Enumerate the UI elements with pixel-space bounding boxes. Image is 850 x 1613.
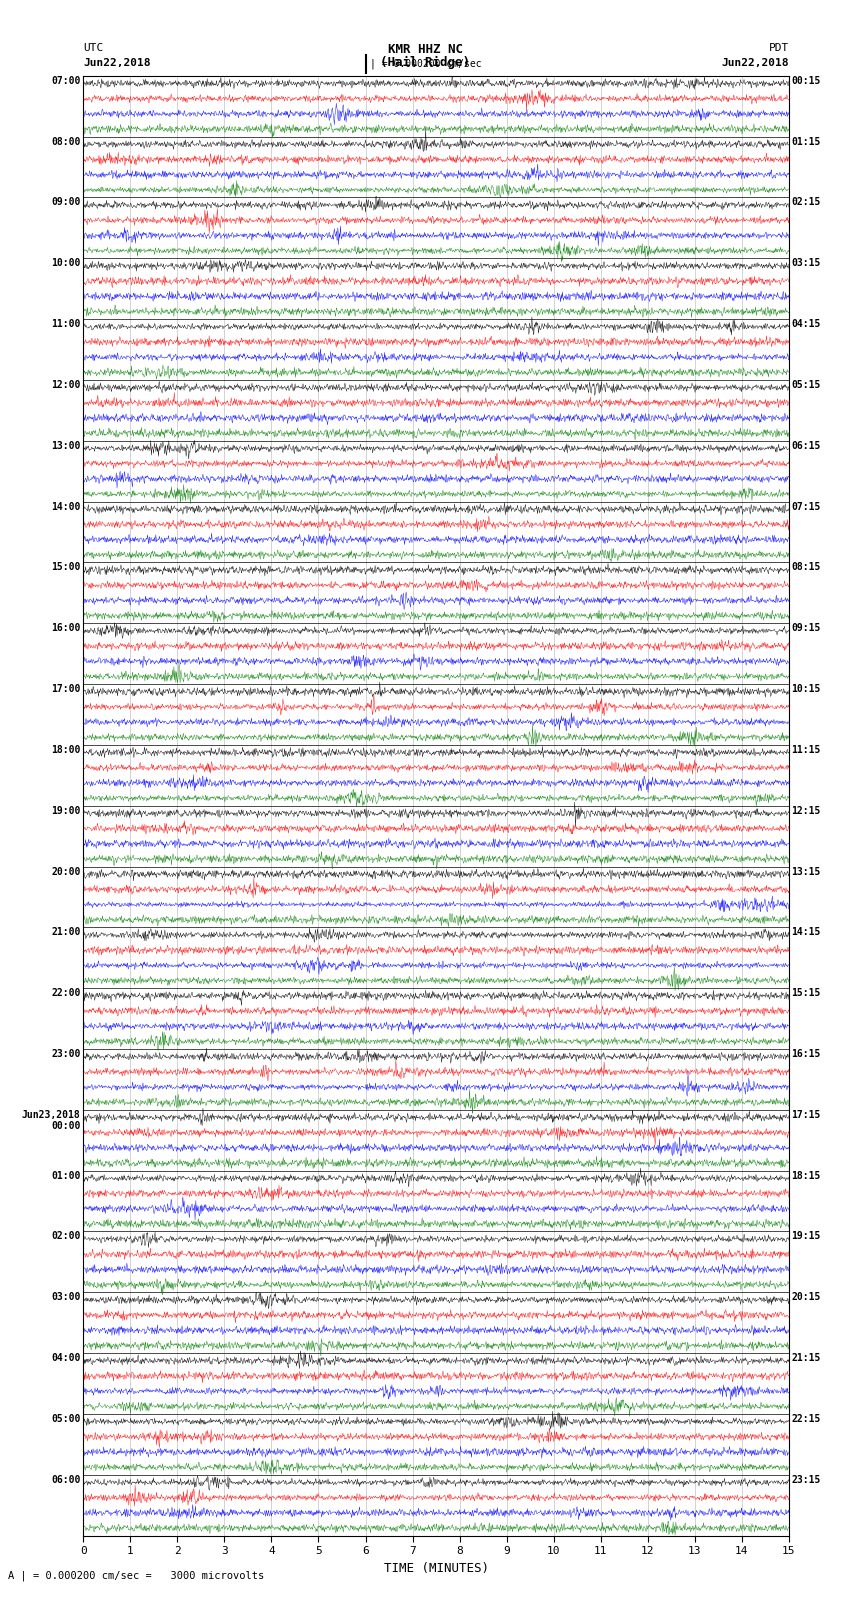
Text: 16:15: 16:15 <box>791 1048 821 1060</box>
Text: 05:00: 05:00 <box>51 1415 81 1424</box>
Text: 10:15: 10:15 <box>791 684 821 694</box>
Text: 21:15: 21:15 <box>791 1353 821 1363</box>
Text: 12:15: 12:15 <box>791 806 821 816</box>
Text: (Hail Ridge): (Hail Ridge) <box>380 56 470 69</box>
Text: 18:15: 18:15 <box>791 1171 821 1181</box>
Text: 23:00: 23:00 <box>51 1048 81 1060</box>
Text: 00:15: 00:15 <box>791 76 821 85</box>
Text: 20:15: 20:15 <box>791 1292 821 1302</box>
Text: 02:15: 02:15 <box>791 197 821 208</box>
Text: 09:15: 09:15 <box>791 623 821 634</box>
Text: 11:00: 11:00 <box>51 319 81 329</box>
Text: 19:00: 19:00 <box>51 806 81 816</box>
Text: 12:00: 12:00 <box>51 381 81 390</box>
Text: Jun23,2018
00:00: Jun23,2018 00:00 <box>22 1110 81 1131</box>
Text: KMR HHZ NC: KMR HHZ NC <box>388 44 462 56</box>
Text: 19:15: 19:15 <box>791 1231 821 1242</box>
Text: 16:00: 16:00 <box>51 623 81 634</box>
Text: 03:15: 03:15 <box>791 258 821 268</box>
Text: 13:15: 13:15 <box>791 866 821 876</box>
Text: 05:15: 05:15 <box>791 381 821 390</box>
Text: 23:15: 23:15 <box>791 1474 821 1484</box>
Text: 04:00: 04:00 <box>51 1353 81 1363</box>
Text: 17:00: 17:00 <box>51 684 81 694</box>
Text: 07:00: 07:00 <box>51 76 81 85</box>
Text: 06:00: 06:00 <box>51 1474 81 1484</box>
Text: 15:15: 15:15 <box>791 989 821 998</box>
X-axis label: TIME (MINUTES): TIME (MINUTES) <box>383 1561 489 1574</box>
Text: 20:00: 20:00 <box>51 866 81 876</box>
Text: 18:00: 18:00 <box>51 745 81 755</box>
Text: 17:15: 17:15 <box>791 1110 821 1119</box>
Text: Jun22,2018: Jun22,2018 <box>83 58 150 68</box>
Text: 13:00: 13:00 <box>51 440 81 450</box>
Text: 22:00: 22:00 <box>51 989 81 998</box>
Text: 01:15: 01:15 <box>791 137 821 147</box>
Text: | = 0.000200 cm/sec: | = 0.000200 cm/sec <box>370 58 481 69</box>
Text: 14:00: 14:00 <box>51 502 81 511</box>
Text: Jun22,2018: Jun22,2018 <box>722 58 789 68</box>
Text: 01:00: 01:00 <box>51 1171 81 1181</box>
Text: 21:00: 21:00 <box>51 927 81 937</box>
Text: 14:15: 14:15 <box>791 927 821 937</box>
Text: 11:15: 11:15 <box>791 745 821 755</box>
Text: 08:00: 08:00 <box>51 137 81 147</box>
Text: 09:00: 09:00 <box>51 197 81 208</box>
Text: 08:15: 08:15 <box>791 563 821 573</box>
Text: A | = 0.000200 cm/sec =   3000 microvolts: A | = 0.000200 cm/sec = 3000 microvolts <box>8 1569 264 1581</box>
Text: PDT: PDT <box>768 44 789 53</box>
Text: 02:00: 02:00 <box>51 1231 81 1242</box>
Text: 15:00: 15:00 <box>51 563 81 573</box>
Text: 22:15: 22:15 <box>791 1415 821 1424</box>
Text: 04:15: 04:15 <box>791 319 821 329</box>
Text: UTC: UTC <box>83 44 104 53</box>
Text: 07:15: 07:15 <box>791 502 821 511</box>
Text: 10:00: 10:00 <box>51 258 81 268</box>
Text: 03:00: 03:00 <box>51 1292 81 1302</box>
Text: 06:15: 06:15 <box>791 440 821 450</box>
